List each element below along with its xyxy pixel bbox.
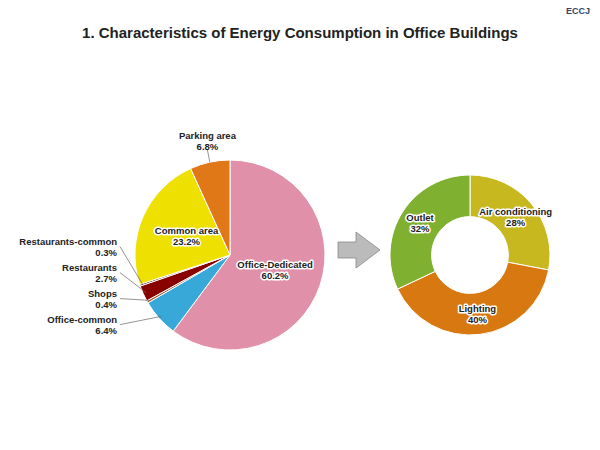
annotation: ECCJ: [566, 6, 590, 16]
data-label-name: Lighting: [459, 303, 497, 314]
chart-root: 1. Characteristics of Energy Consumption…: [0, 0, 600, 450]
data-label: 2.7%: [95, 273, 117, 284]
slice: [390, 175, 470, 289]
chart-donut: Air conditioning28% Lighting40% Outlet32%: [390, 175, 552, 335]
data-label-name: Common area: [155, 225, 219, 236]
slice: [470, 175, 550, 270]
leader-line: [120, 299, 150, 301]
data-label-name: Air conditioning: [479, 206, 552, 217]
data-label-name: Office-Dedicated: [237, 259, 313, 270]
data-label-name: Parking area: [179, 130, 237, 141]
leader-line: [120, 247, 143, 285]
data-label-name: Office-common: [47, 314, 117, 325]
data-label: 0.4%: [95, 299, 117, 310]
data-label: 28%: [506, 217, 526, 228]
leader-line: [120, 316, 161, 324]
data-label-name: Restaurants: [62, 262, 117, 273]
data-label-name: Outlet: [406, 212, 434, 223]
data-label: 60.2%: [262, 270, 289, 281]
data-label-name: Restaurants-common: [19, 236, 117, 247]
data-label: 6.4%: [95, 325, 117, 336]
arrow: [338, 232, 380, 268]
chart-title: 1. Characteristics of Energy Consumption…: [82, 24, 518, 41]
chart-pie: Office-Dedicated60.2% Common area23.2% Par…: [19, 130, 325, 350]
data-label: 40%: [468, 314, 488, 325]
data-label: 23.2%: [173, 236, 200, 247]
data-label: 0.3%: [95, 247, 117, 258]
leader-line: [207, 150, 209, 162]
data-label: 32%: [411, 223, 431, 234]
data-label-name: Shops: [88, 288, 117, 299]
